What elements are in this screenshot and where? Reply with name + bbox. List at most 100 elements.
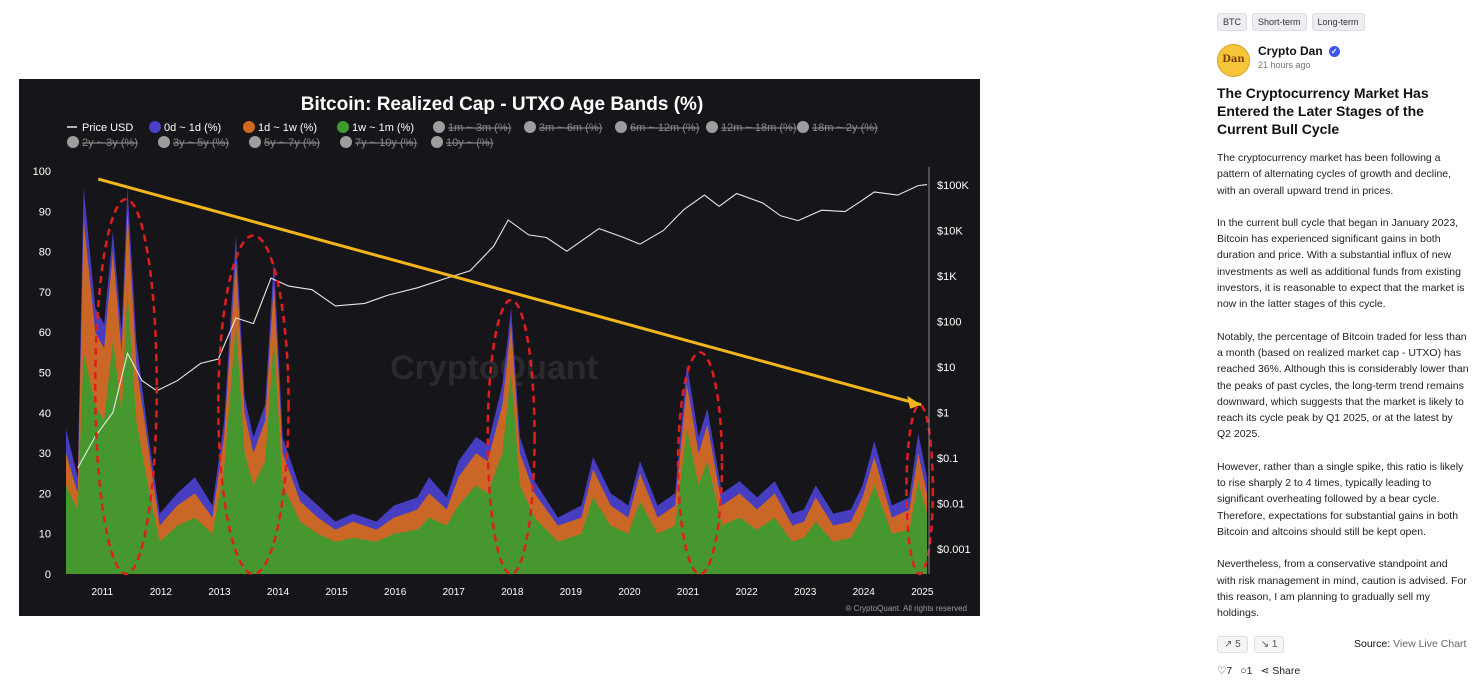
legend-dot-marker-disabled — [249, 136, 261, 148]
left-axis-tick: 70 — [39, 287, 51, 299]
legend-item-disabled: 10y ~ (%) — [446, 137, 493, 149]
left-axis-tick: 50 — [39, 368, 51, 380]
paragraph: The cryptocurrency market has been follo… — [1217, 152, 1452, 197]
legend-item-disabled: 3y ~ 5y (%) — [173, 137, 229, 149]
chart-legend: Price USD 0d ~ 1d (%) 1d ~ 1w (%) 1w ~ 1m (… — [67, 121, 878, 149]
right-axis-tick: $100 — [937, 317, 961, 329]
paragraph: In the current bull cycle that began in … — [1217, 216, 1465, 311]
legend-item-disabled: 18m ~ 2y (%) — [812, 122, 878, 134]
x-axis-tick: 2016 — [384, 587, 407, 598]
right-axis-tick: $10K — [937, 226, 963, 238]
comment-count: 1 — [1246, 665, 1253, 677]
paragraph: However, rather than a single spike, thi… — [1217, 460, 1464, 538]
chart-plot-area — [66, 177, 935, 576]
x-axis-tick: 2019 — [560, 587, 583, 598]
tag-list: BTC Short-term Long-term — [1217, 13, 1365, 31]
share-label: Share — [1272, 665, 1301, 677]
x-axis-tick: 2012 — [150, 587, 173, 598]
post-time: 21 hours ago — [1258, 60, 1311, 70]
legend-item: 1d ~ 1w (%) — [258, 122, 317, 134]
legend-dot-marker-disabled — [67, 136, 79, 148]
left-axis-tick: 40 — [39, 408, 51, 420]
x-axis-tick: 2011 — [92, 587, 114, 598]
legend-dot-marker-disabled — [158, 136, 170, 148]
legend-item-disabled: 1m ~ 3m (%) — [448, 122, 511, 134]
post-title: The Cryptocurrency Market Has Entered th… — [1217, 85, 1429, 137]
paragraph: Nevertheless, from a conservative standp… — [1217, 558, 1467, 620]
legend-item-disabled: 12m ~ 18m (%) — [721, 122, 797, 134]
legend-dot-marker-disabled — [797, 121, 809, 133]
chart-title: Bitcoin: Realized Cap - UTXO Age Bands (… — [301, 94, 704, 115]
author-block: Dan Crypto Dan ✓ 21 hours ago — [1217, 44, 1340, 77]
heart-icon: ♡ — [1217, 665, 1227, 677]
chart-watermark: CryptoQuant — [390, 349, 598, 387]
like-button[interactable]: ♡7 — [1217, 665, 1232, 677]
verified-icon: ✓ — [1328, 45, 1340, 57]
right-axis-tick: $1K — [937, 271, 957, 283]
left-axis-tick: 100 — [33, 166, 51, 178]
legend-item-disabled: 2y ~ 3y (%) — [82, 137, 138, 149]
source-label: Source: — [1354, 638, 1391, 650]
vote-bar: ↗ 5 ↘ 1 — [1217, 636, 1285, 653]
paragraph: Notably, the percentage of Bitcoin trade… — [1217, 330, 1469, 441]
left-axis-tick: 60 — [39, 327, 51, 339]
realized-cap-chart: Bitcoin: Realized Cap - UTXO Age Bands (… — [19, 79, 980, 616]
avatar[interactable]: Dan — [1217, 44, 1250, 77]
legend-dot-marker-disabled — [431, 136, 443, 148]
legend-dot-marker-disabled — [706, 121, 718, 133]
source-line: Source: View Live Chart — [1354, 638, 1466, 650]
chart-card: Bitcoin: Realized Cap - UTXO Age Bands (… — [19, 79, 980, 616]
left-axis-tick: 20 — [39, 488, 51, 500]
post-actions: ♡7 ○1 ⋖ Share — [1217, 665, 1300, 677]
peak-highlight-circle — [905, 403, 935, 576]
downvote-button[interactable]: ↘ 1 — [1253, 636, 1285, 653]
x-axis-tick: 2020 — [618, 587, 641, 598]
legend-dot-marker-disabled — [340, 136, 352, 148]
x-axis-tick: 2025 — [911, 587, 934, 598]
upvote-button[interactable]: ↗ 5 — [1217, 636, 1248, 653]
peak-highlight-circle — [94, 197, 159, 576]
right-axis-tick: $0.001 — [937, 544, 971, 556]
right-axis-tick: $0.1 — [937, 453, 958, 465]
x-axis-tick: 2015 — [325, 587, 348, 598]
x-axis-tick: 2023 — [794, 587, 817, 598]
x-axis-tick: 2017 — [443, 587, 466, 598]
legend-item-disabled: 3m ~ 6m (%) — [539, 122, 602, 134]
left-axis-tick: 90 — [39, 206, 51, 218]
upvote-count: 5 — [1235, 639, 1241, 650]
tag-short-term[interactable]: Short-term — [1252, 13, 1307, 31]
left-axis-tick: 80 — [39, 247, 51, 259]
legend-dot-marker — [149, 121, 161, 133]
x-axis-tick: 2018 — [501, 587, 524, 598]
trendline-arrowhead — [907, 395, 922, 409]
share-button[interactable]: ⋖ Share — [1260, 665, 1300, 677]
x-axis-tick: 2021 — [677, 587, 700, 598]
peak-highlight-circle — [217, 234, 290, 576]
post-body: The cryptocurrency market has been follo… — [1217, 150, 1469, 637]
x-axis-tick: 2022 — [735, 587, 758, 598]
view-live-chart-link[interactable]: View Live Chart — [1393, 638, 1467, 650]
legend-dot-marker-disabled — [524, 121, 536, 133]
comment-button[interactable]: ○1 — [1240, 665, 1252, 677]
peak-highlight-circle — [676, 351, 724, 576]
share-icon: ⋖ — [1260, 665, 1270, 677]
legend-dot-marker — [243, 121, 255, 133]
downvote-count: 1 — [1271, 639, 1278, 650]
legend-item: 0d ~ 1d (%) — [164, 122, 221, 134]
legend-item-disabled: 7y ~ 10y (%) — [355, 137, 417, 149]
left-axis-tick: 0 — [45, 569, 51, 581]
legend-item: 1w ~ 1m (%) — [352, 122, 414, 134]
left-axis-tick: 30 — [39, 448, 51, 460]
legend-dot-marker-disabled — [433, 121, 445, 133]
legend-dot-marker-disabled — [615, 121, 627, 133]
tag-long-term[interactable]: Long-term — [1311, 13, 1365, 31]
left-axis-tick: 10 — [39, 529, 51, 541]
like-count: 7 — [1226, 665, 1233, 677]
chart-credit: ® CryptoQuant. All rights reserved — [846, 604, 968, 613]
author-name[interactable]: Crypto Dan — [1258, 44, 1323, 58]
chart-axes: 1009080706050403020100$100K$10K$1K$100$1… — [33, 166, 971, 598]
x-axis-tick: 2024 — [853, 587, 876, 598]
right-axis-tick: $1 — [937, 408, 949, 420]
peak-highlight-circle — [486, 298, 536, 576]
tag-btc[interactable]: BTC — [1217, 13, 1247, 31]
